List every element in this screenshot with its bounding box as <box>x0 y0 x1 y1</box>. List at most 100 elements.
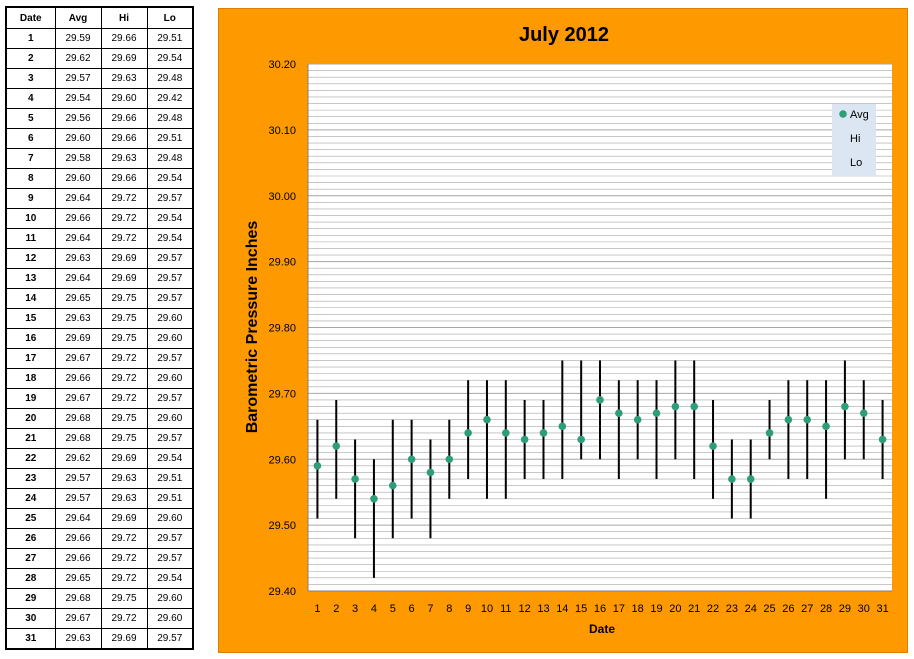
table-cell-date: 24 <box>5 488 56 509</box>
chart-container: July 2012 29.40 29.50 29.60 29.70 29.80 29.90… <box>218 8 908 653</box>
table-cell-date: 1 <box>5 28 56 49</box>
table-cell-avg: 29.57 <box>54 68 102 89</box>
table-cell-avg: 29.62 <box>54 448 102 469</box>
table-cell-hi: 29.75 <box>100 408 148 429</box>
table-cell-hi: 29.66 <box>100 128 148 149</box>
legend: Avg Hi Lo <box>832 104 876 176</box>
table-cell-avg: 29.68 <box>54 408 102 429</box>
x-tick-label: 7 <box>427 603 433 615</box>
table-cell-hi: 29.75 <box>100 428 148 449</box>
table-cell-lo: 29.57 <box>146 248 194 269</box>
x-tick-label: 28 <box>820 603 832 615</box>
table-row: 1 29.59 29.66 29.51 <box>5 28 194 49</box>
x-tick-label: 14 <box>556 603 568 615</box>
y-tick-label: 29.90 <box>268 257 296 269</box>
table-cell-lo: 29.51 <box>146 28 194 49</box>
chart-svg: July 2012 29.40 29.50 29.60 29.70 29.80 29.90… <box>244 24 892 636</box>
table-cell-date: 5 <box>5 108 56 129</box>
table-cell-hi: 29.72 <box>100 348 148 369</box>
table-row: 18 29.66 29.72 29.60 <box>5 368 194 389</box>
avg-point <box>784 415 793 424</box>
table-cell-lo: 29.60 <box>146 408 194 429</box>
table-cell-lo: 29.57 <box>146 548 194 569</box>
y-tick-label: 29.40 <box>268 586 296 598</box>
table-cell-avg: 29.60 <box>54 168 102 189</box>
x-tick-label: 6 <box>409 603 415 615</box>
table-cell-avg: 29.65 <box>54 288 102 309</box>
avg-point <box>407 455 416 464</box>
table-row: 15 29.63 29.75 29.60 <box>5 308 194 329</box>
table-cell-date: 16 <box>5 328 56 349</box>
table-cell-avg: 29.67 <box>54 608 102 629</box>
x-tick-label: 24 <box>745 603 757 615</box>
table-cell-hi: 29.75 <box>100 288 148 309</box>
table-cell-avg: 29.60 <box>54 128 102 149</box>
x-tick-label: 22 <box>707 603 719 615</box>
y-tick-labels: 29.40 29.50 29.60 29.70 29.80 29.90 30.00 30.10… <box>268 59 296 598</box>
table-cell-lo: 29.54 <box>146 168 194 189</box>
x-tick-label: 10 <box>481 603 493 615</box>
y-axis-label: Barometric Pressure Inches <box>244 221 261 434</box>
table-row: 16 29.69 29.75 29.60 <box>5 328 194 349</box>
table-cell-date: 3 <box>5 68 56 89</box>
table-cell-avg: 29.66 <box>54 208 102 229</box>
y-tick-label: 29.80 <box>268 323 296 335</box>
x-tick-label: 23 <box>726 603 738 615</box>
y-tick-label: 29.60 <box>268 454 296 466</box>
avg-point <box>483 415 491 424</box>
table-cell-date: 25 <box>5 508 56 529</box>
table-header-date: Date <box>5 6 56 29</box>
table-cell-avg: 29.64 <box>54 228 102 249</box>
table-header-lo: Lo <box>146 6 194 29</box>
table-cell-hi: 29.72 <box>100 548 148 569</box>
avg-point <box>558 422 567 431</box>
table-cell-avg: 29.68 <box>54 588 102 609</box>
avg-point <box>520 435 529 444</box>
table-cell-hi: 29.63 <box>100 488 148 509</box>
table-row: 10 29.66 29.72 29.54 <box>5 208 194 229</box>
avg-point <box>652 409 661 417</box>
x-axis-label: Date <box>589 622 615 636</box>
avg-point <box>577 435 585 444</box>
avg-point <box>709 442 717 450</box>
legend-lo-label: Lo <box>850 157 862 169</box>
table-cell-avg: 29.67 <box>54 348 102 369</box>
table-cell-lo: 29.51 <box>146 488 194 509</box>
table-cell-date: 8 <box>5 168 56 189</box>
table-row: 27 29.66 29.72 29.57 <box>5 548 194 569</box>
table-cell-hi: 29.63 <box>100 148 148 169</box>
table-row: 17 29.67 29.72 29.57 <box>5 348 194 369</box>
gridlines <box>307 63 892 592</box>
table-cell-avg: 29.57 <box>54 488 102 509</box>
table-row: 23 29.57 29.63 29.51 <box>5 468 194 489</box>
table-cell-lo: 29.57 <box>146 348 194 369</box>
table-row: 19 29.67 29.72 29.57 <box>5 388 194 409</box>
avg-point <box>313 462 322 470</box>
table-cell-hi: 29.72 <box>100 228 148 249</box>
table-row: 20 29.68 29.75 29.60 <box>5 408 194 429</box>
table-cell-avg: 29.64 <box>54 508 102 529</box>
table-row: 28 29.65 29.72 29.54 <box>5 568 194 589</box>
table-cell-hi: 29.69 <box>100 448 148 469</box>
table-cell-hi: 29.69 <box>100 48 148 69</box>
avg-point <box>370 494 378 503</box>
table-row: 13 29.64 29.69 29.57 <box>5 268 194 289</box>
table-cell-hi: 29.75 <box>100 588 148 609</box>
legend-avg-marker <box>839 110 847 118</box>
table-cell-date: 2 <box>5 48 56 69</box>
x-tick-label: 27 <box>801 603 813 615</box>
x-tick-label: 2 <box>333 603 339 615</box>
table-cell-lo: 29.57 <box>146 288 194 309</box>
x-tick-label: 17 <box>613 603 625 615</box>
table-row: 21 29.68 29.75 29.57 <box>5 428 194 449</box>
table-cell-lo: 29.60 <box>146 308 194 329</box>
table-row: 5 29.56 29.66 29.48 <box>5 108 194 129</box>
y-tick-label: 30.00 <box>268 191 296 203</box>
table-cell-date: 4 <box>5 88 56 109</box>
avg-point <box>615 409 623 417</box>
avg-point <box>633 415 642 424</box>
x-tick-label: 13 <box>537 603 549 615</box>
table-cell-lo: 29.54 <box>146 48 194 69</box>
table-cell-date: 31 <box>5 628 56 650</box>
x-tick-label: 20 <box>669 603 681 615</box>
